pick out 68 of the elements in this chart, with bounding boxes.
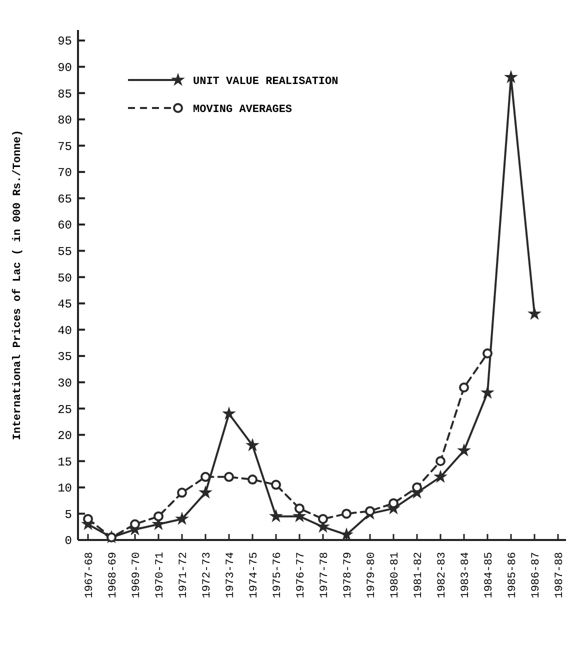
point: [436, 456, 446, 466]
y-tick-label: 45: [58, 298, 72, 312]
point: [198, 485, 212, 499]
legend-label: UNIT VALUE REALISATION: [193, 76, 338, 88]
point: [340, 527, 354, 541]
x-tick-label: 1968-69: [108, 552, 120, 598]
point: [480, 385, 494, 399]
x-tick-label: 1984-85: [484, 552, 496, 598]
y-tick-label: 75: [58, 140, 72, 154]
y-tick-label: 35: [58, 350, 72, 364]
point: [269, 509, 283, 522]
x-tick-label: 1975-76: [272, 552, 284, 598]
point: [294, 503, 304, 514]
x-tick-label: 1981-82: [413, 552, 425, 598]
point: [154, 511, 164, 522]
y-tick-label: 60: [58, 218, 72, 233]
x-tick-label: 1967-68: [84, 552, 96, 598]
point: [224, 472, 234, 482]
x-tick-label: 1971-72: [178, 552, 190, 598]
point: [175, 512, 189, 525]
y-tick-label: 65: [58, 192, 72, 206]
y-tick-label: 25: [58, 402, 72, 417]
point: [365, 506, 375, 516]
point: [528, 306, 542, 320]
point: [222, 406, 236, 420]
point: [177, 488, 187, 498]
y-tick-label: 80: [58, 114, 72, 128]
y-tick-label: 10: [58, 482, 72, 496]
x-tick-label: 1986-87: [530, 552, 542, 598]
y-tick-label: 85: [58, 87, 72, 102]
y-tick-label: 15: [58, 455, 72, 470]
point: [482, 348, 492, 358]
y-tick-label: 95: [58, 34, 72, 49]
x-tick-label: 1976-77: [296, 552, 308, 598]
x-tick-label: 1978-79: [342, 552, 354, 598]
x-tick-label: 1979-80: [366, 552, 378, 598]
x-tick-label: 1974-75: [248, 552, 260, 598]
x-tick-label: 1973-74: [225, 552, 237, 598]
x-tick-label: 1972-73: [202, 552, 214, 598]
y-tick-label: 50: [58, 271, 72, 286]
point: [200, 472, 210, 482]
x-tick-label: 1987-88: [554, 552, 566, 598]
point: [434, 470, 448, 483]
point: [457, 443, 471, 457]
x-tick-label: 1982-83: [436, 552, 448, 598]
y-axis-title: International Prices of Lac ( in 000 Rs./Tonne): [11, 130, 24, 440]
point: [318, 514, 328, 524]
y-tick-label: 20: [58, 429, 72, 444]
y-tick-label: 5: [64, 508, 72, 522]
point: [459, 382, 469, 393]
point: [342, 508, 352, 519]
y-tick-label: 90: [58, 61, 72, 76]
point: [271, 480, 281, 490]
y-tick-label: 70: [58, 166, 72, 180]
y-tick-label: 40: [58, 324, 72, 338]
x-tick-label: 1980-81: [390, 552, 402, 598]
point: [504, 70, 518, 84]
x-tick-label: 1983-84: [460, 552, 472, 598]
y-tick-label: 30: [58, 376, 72, 390]
x-tick-label: 1970-71: [154, 552, 166, 598]
x-tick-label: 1969-70: [131, 552, 143, 598]
y-tick-label: 0: [64, 534, 72, 548]
x-tick-label: 1977-78: [319, 552, 331, 598]
point: [248, 474, 258, 485]
legend-label: MOVING AVERAGES: [193, 104, 292, 116]
point: [246, 438, 260, 452]
x-tick-label: 1985-86: [507, 552, 519, 598]
y-tick-label: 55: [58, 245, 72, 260]
